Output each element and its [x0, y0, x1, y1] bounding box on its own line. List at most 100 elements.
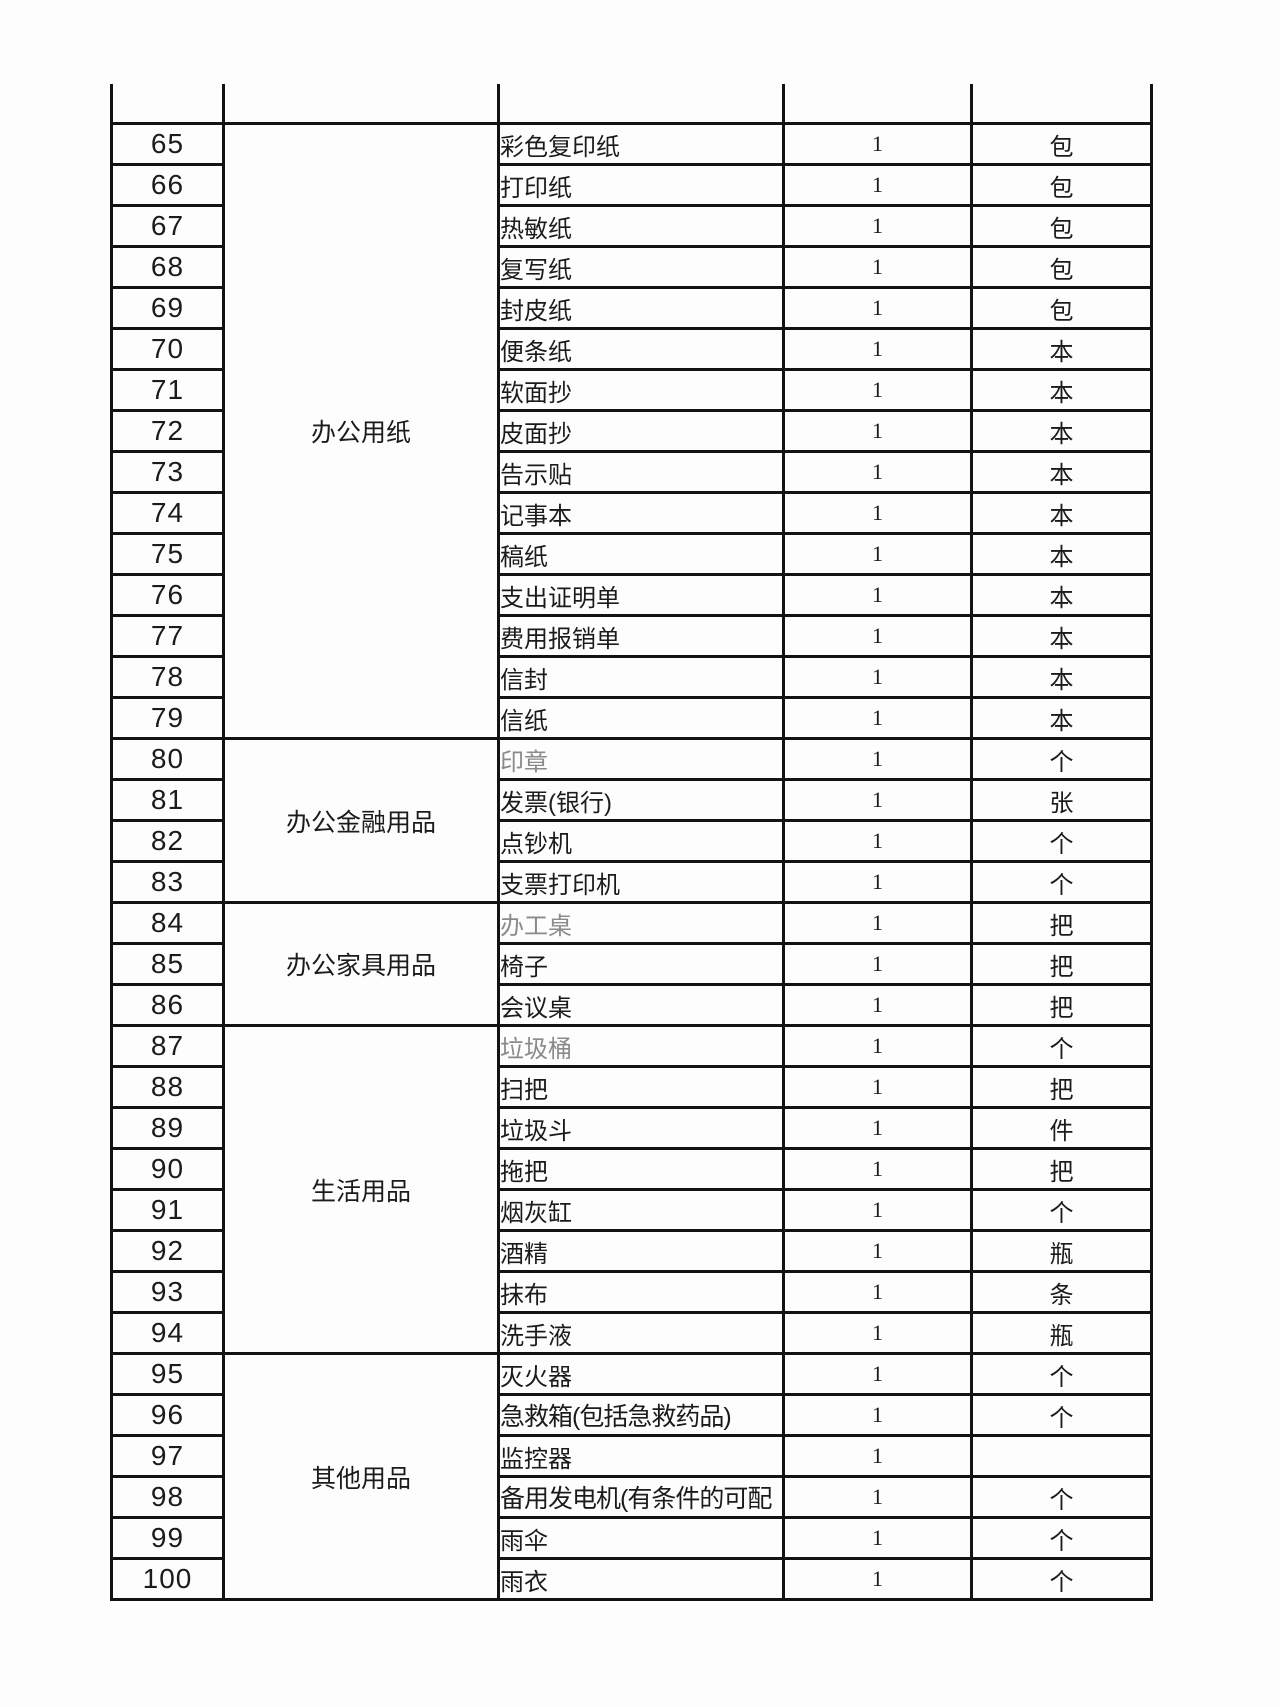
- row-number-cell: 91: [110, 1188, 225, 1232]
- table-crop-stub-cell: [222, 84, 500, 124]
- supply-inventory-table: 65 办公用纸 彩色复印纸 1 包 66 打印纸 1 包 67 热敏纸 1 包 68 复写纸 1 包 69 封皮纸 1…: [110, 84, 1153, 1601]
- item-name-cell: 雨衣: [497, 1557, 785, 1601]
- item-name-cell: 支票打印机: [497, 860, 785, 904]
- item-name-cell: 监控器: [497, 1434, 785, 1478]
- item-name-cell: 雨伞: [497, 1516, 785, 1560]
- unit-cell: 把: [970, 1065, 1153, 1109]
- unit-cell: 个: [970, 1475, 1153, 1519]
- quantity-cell: 1: [782, 1475, 973, 1519]
- quantity-cell: 1: [782, 1434, 973, 1478]
- quantity-cell: 1: [782, 1024, 973, 1068]
- quantity-cell: 1: [782, 1352, 973, 1396]
- row-number-cell: 87: [110, 1024, 225, 1068]
- quantity-cell: 1: [782, 1229, 973, 1273]
- table-row: 90 拖把 1 把: [110, 1147, 1153, 1191]
- row-number-cell: 66: [110, 163, 225, 207]
- row-number-cell: 97: [110, 1434, 225, 1478]
- row-number-cell: 94: [110, 1311, 225, 1355]
- row-number-cell: 72: [110, 409, 225, 453]
- table-row: 89 垃圾斗 1 件: [110, 1106, 1153, 1150]
- table-row: 79 信纸 1 本: [110, 696, 1153, 740]
- quantity-cell: 1: [782, 409, 973, 453]
- unit-cell: 瓶: [970, 1311, 1153, 1355]
- table-row: 69 封皮纸 1 包: [110, 286, 1153, 330]
- quantity-cell: 1: [782, 122, 973, 166]
- item-name-cell: 烟灰缸: [497, 1188, 785, 1232]
- table-crop-stub-row: [110, 84, 1153, 124]
- table-row: 82 点钞机 1 个: [110, 819, 1153, 863]
- row-number-cell: 90: [110, 1147, 225, 1191]
- row-number-cell: 73: [110, 450, 225, 494]
- item-name-cell: 封皮纸: [497, 286, 785, 330]
- unit-cell: 本: [970, 655, 1153, 699]
- item-name-cell: 印章: [497, 737, 785, 781]
- item-name-cell: 热敏纸: [497, 204, 785, 248]
- unit-cell: 把: [970, 1147, 1153, 1191]
- table-row: 65 办公用纸 彩色复印纸 1 包: [110, 122, 1153, 740]
- quantity-cell: 1: [782, 696, 973, 740]
- item-name-cell: 告示贴: [497, 450, 785, 494]
- table-row: 87 生活用品 垃圾桶 1 个: [110, 1024, 1153, 1355]
- table-row: 94 洗手液 1 瓶: [110, 1311, 1153, 1355]
- row-number-cell: 95: [110, 1352, 225, 1396]
- quantity-cell: 1: [782, 737, 973, 781]
- unit-cell: 本: [970, 327, 1153, 371]
- row-number-cell: 68: [110, 245, 225, 289]
- row-number-cell: 65: [110, 122, 225, 166]
- row-number-cell: 81: [110, 778, 225, 822]
- unit-cell: 个: [970, 1393, 1153, 1437]
- quantity-cell: 1: [782, 368, 973, 412]
- table-row: 95 其他用品 灭火器 1 个: [110, 1352, 1153, 1601]
- table-row: 86 会议桌 1 把: [110, 983, 1153, 1027]
- row-number-cell: 80: [110, 737, 225, 781]
- table-crop-stub-cell: [110, 84, 225, 124]
- item-name-cell: 垃圾桶: [497, 1024, 785, 1068]
- quantity-cell: 1: [782, 901, 973, 945]
- table-row: 97 监控器 1: [110, 1434, 1153, 1478]
- unit-cell: 本: [970, 614, 1153, 658]
- item-name-cell: 扫把: [497, 1065, 785, 1109]
- unit-cell: 本: [970, 532, 1153, 576]
- item-name-cell: 拖把: [497, 1147, 785, 1191]
- item-name-cell: 皮面抄: [497, 409, 785, 453]
- row-number-cell: 93: [110, 1270, 225, 1314]
- table-row: 84 办公家具用品 办工桌 1 把: [110, 901, 1153, 1027]
- item-name-cell: 彩色复印纸: [497, 122, 785, 166]
- item-name-cell: 稿纸: [497, 532, 785, 576]
- row-number-cell: 99: [110, 1516, 225, 1560]
- row-number-cell: 85: [110, 942, 225, 986]
- unit-cell: 个: [970, 860, 1153, 904]
- category-cell: 其他用品: [222, 1352, 500, 1601]
- row-number-cell: 71: [110, 368, 225, 412]
- quantity-cell: 1: [782, 1557, 973, 1601]
- table-row: 100 雨衣 1 个: [110, 1557, 1153, 1601]
- unit-cell: 包: [970, 163, 1153, 207]
- unit-cell: 个: [970, 1024, 1153, 1068]
- unit-cell: 个: [970, 819, 1153, 863]
- item-name-cell: 急救箱(包括急救药品): [497, 1393, 785, 1437]
- unit-cell: 件: [970, 1106, 1153, 1150]
- table-row: 67 热敏纸 1 包: [110, 204, 1153, 248]
- table-row: 80 办公金融用品 印章 1 个: [110, 737, 1153, 904]
- table-row: 73 告示贴 1 本: [110, 450, 1153, 494]
- unit-cell: [970, 1434, 1153, 1478]
- quantity-cell: 1: [782, 1270, 973, 1314]
- category-cell: 生活用品: [222, 1024, 500, 1355]
- quantity-cell: 1: [782, 1393, 973, 1437]
- item-name-cell: 发票(银行): [497, 778, 785, 822]
- row-number-cell: 78: [110, 655, 225, 699]
- quantity-cell: 1: [782, 450, 973, 494]
- row-number-cell: 75: [110, 532, 225, 576]
- item-name-cell: 垃圾斗: [497, 1106, 785, 1150]
- table-crop-stub-cell: [782, 84, 973, 124]
- unit-cell: 本: [970, 450, 1153, 494]
- table-row: 68 复写纸 1 包: [110, 245, 1153, 289]
- unit-cell: 张: [970, 778, 1153, 822]
- unit-cell: 条: [970, 1270, 1153, 1314]
- table-crop-stub-cell: [970, 84, 1153, 124]
- table-row: 96 急救箱(包括急救药品) 1 个: [110, 1393, 1153, 1437]
- item-name-cell: 椅子: [497, 942, 785, 986]
- unit-cell: 包: [970, 245, 1153, 289]
- quantity-cell: 1: [782, 491, 973, 535]
